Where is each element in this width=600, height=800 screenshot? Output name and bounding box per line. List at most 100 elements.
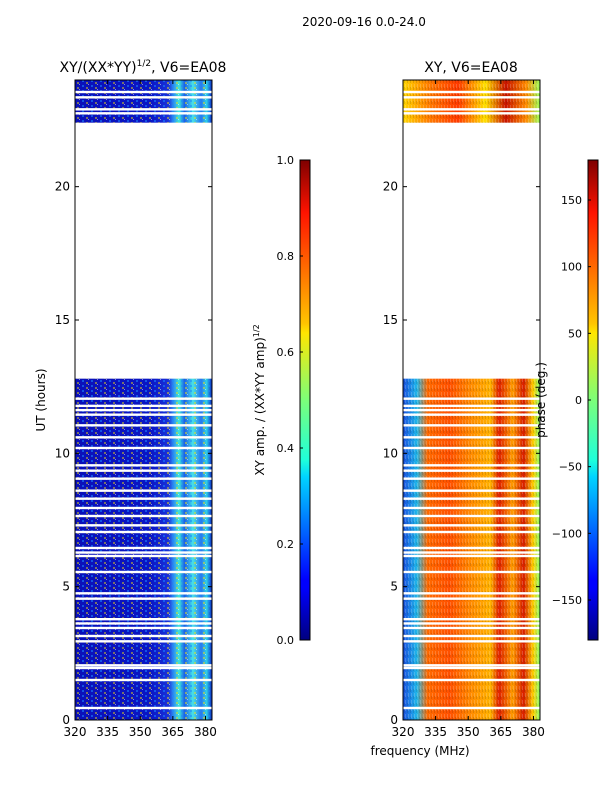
phase-flagged-row	[403, 524, 540, 527]
amplitude-axes: 320 335 350 365 380 0 5 10 15 20	[55, 80, 217, 739]
amplitude-flagged-row	[75, 436, 212, 439]
amplitude-ytick-label: 0	[62, 713, 70, 727]
amplitude-colorbar-label: XY amp. / (XX*YY amp)1/2	[252, 324, 267, 475]
amplitude-flagged-row	[75, 404, 212, 408]
amplitude-flagged-row	[75, 592, 212, 595]
phase-panel: XY, V6=EA08 320 335 350 365 380 0 5 10 15 20	[383, 60, 545, 739]
amplitude-colorbar-tick-label: 0.4	[277, 442, 295, 455]
amplitude-flagged-row	[75, 413, 212, 416]
phase-ytick-label: 10	[383, 446, 398, 460]
phase-flagged-row	[403, 678, 540, 682]
amplitude-axes-frame	[74, 79, 213, 721]
amplitude-colorbar-ticks: 0.0 0.2 0.4 0.6 0.8 1.0	[277, 154, 303, 647]
phase-axes: 320 335 350 365 380 0 5 10 15 20	[383, 80, 545, 739]
amplitude-colorbar-tick-label: 0.2	[277, 538, 295, 551]
amplitude-ytick-label: 15	[55, 313, 70, 327]
phase-flagged-row	[403, 464, 540, 467]
amplitude-flagged-row	[75, 464, 212, 467]
amplitude-flagged-row	[75, 506, 212, 510]
amplitude-flagged-row	[75, 597, 212, 600]
amplitude-flagged-row	[75, 497, 212, 500]
figure-title: 2020-09-16 0.0-24.0	[302, 15, 426, 29]
phase-flagged-row	[403, 506, 540, 510]
phase-colorbar-ticks: −150 −100 −50 0 50 100 150	[552, 194, 591, 607]
shared-xlabel: frequency (MHz)	[370, 744, 469, 758]
amplitude-flagged-row	[75, 446, 212, 450]
amplitude-flagged-row	[75, 678, 212, 682]
phase-ytick-label: 15	[383, 313, 398, 327]
amplitude-colorbar: 0.0 0.2 0.4 0.6 0.8 1.0 XY amp. / (XX*YY amp)…	[252, 154, 311, 647]
phase-flagged-row	[403, 436, 540, 439]
phase-flagged-row	[403, 90, 540, 94]
amplitude-flagged-row	[75, 551, 212, 554]
amplitude-colorbar-label-exp: 1/2	[252, 324, 261, 337]
phase-flagged-row	[403, 554, 540, 558]
amplitude-flagged-row	[75, 626, 212, 630]
phase-flagged-row	[403, 408, 540, 412]
amplitude-colorbar-tick-label: 0.8	[277, 250, 295, 263]
phase-xtick-label: 335	[424, 725, 447, 739]
phase-flagged-row	[403, 664, 540, 667]
phase-colorbar: −150 −100 −50 0 50 100 150 phase (deg.)	[534, 159, 599, 641]
phase-flagged-row	[403, 626, 540, 630]
phase-heatmap	[403, 80, 540, 720]
amplitude-flagged-row	[75, 706, 212, 710]
amplitude-flagged-row	[75, 424, 212, 427]
amplitude-title-exp: 1/2	[137, 59, 151, 69]
amplitude-panel: XY/(XX*YY)1/2, V6=EA08 320 335 350 365 380 0 5…	[34, 59, 226, 739]
amplitude-xtick-label: 380	[194, 725, 217, 739]
phase-xtick-label: 380	[522, 725, 545, 739]
amplitude-colorbar-label-main: XY amp. / (XX*YY amp)	[253, 337, 267, 475]
phase-flagged-row	[403, 666, 540, 670]
amplitude-flagged-row	[75, 664, 212, 667]
phase-flagged-row	[403, 618, 540, 621]
amplitude-flagged-row	[75, 634, 212, 638]
amplitude-panel-title: XY/(XX*YY)1/2, V6=EA08	[60, 59, 227, 76]
phase-axes-frame	[402, 79, 541, 721]
phase-ytick-label: 20	[383, 180, 398, 194]
amplitude-data-texture	[75, 80, 212, 123]
phase-xtick-label: 350	[457, 725, 480, 739]
amplitude-xtick-label: 320	[64, 725, 87, 739]
phase-flagged-row	[403, 424, 540, 427]
phase-ytick-label: 0	[390, 713, 398, 727]
phase-flagged-row	[403, 570, 540, 574]
phase-flagged-row	[403, 640, 540, 643]
amplitude-title-main: XY/(XX*YY)	[60, 60, 137, 76]
amplitude-ylabel: UT (hours)	[34, 368, 48, 431]
amplitude-flagged-row	[75, 514, 212, 518]
amplitude-ytick-label: 10	[55, 446, 70, 460]
phase-flagged-row	[403, 622, 540, 625]
phase-flagged-row	[403, 477, 540, 480]
phase-flagged-row	[403, 413, 540, 416]
amplitude-flagged-row	[75, 530, 212, 534]
phase-colorbar-tick-label: −150	[552, 594, 582, 607]
amplitude-flagged-row	[75, 570, 212, 574]
phase-ytick-label: 5	[390, 580, 398, 594]
phase-flagged-row	[403, 469, 540, 472]
phase-flagged-row	[403, 112, 540, 115]
phase-flagged-row	[403, 551, 540, 554]
amplitude-heatmap	[75, 80, 212, 720]
phase-flagged-row	[403, 546, 540, 550]
phase-flagged-row	[403, 530, 540, 534]
phase-colorbar-label: phase (deg.)	[534, 362, 548, 438]
amplitude-flagged-row	[75, 618, 212, 621]
amplitude-flagged-row	[75, 489, 212, 492]
amplitude-flagged-row	[75, 622, 212, 625]
phase-data-texture	[403, 80, 540, 123]
amplitude-xtick-label: 350	[129, 725, 152, 739]
phase-flagged-row	[403, 108, 540, 111]
amplitude-colorbar-tick-label: 1.0	[277, 154, 295, 167]
amplitude-flagged-row	[75, 112, 212, 115]
amplitude-flagged-row	[75, 554, 212, 558]
phase-xtick-label: 365	[489, 725, 512, 739]
phase-flagged-row	[403, 446, 540, 450]
amplitude-flagged-row	[75, 666, 212, 670]
amplitude-title-tail: , V6=EA08	[151, 60, 226, 76]
phase-flagged-row	[403, 597, 540, 600]
phase-flagged-row	[403, 514, 540, 518]
amplitude-flagged-row	[75, 469, 212, 472]
phase-colorbar-tick-label: −100	[552, 527, 582, 540]
